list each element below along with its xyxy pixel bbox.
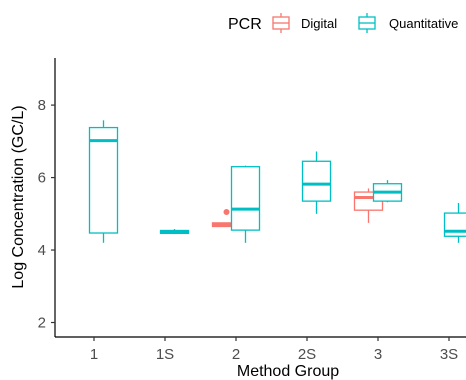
y-tick-label: 8 — [38, 97, 46, 114]
y-tick-label: 4 — [38, 242, 46, 259]
legend-label-digital: Digital — [301, 16, 337, 31]
box-iqr — [230, 166, 261, 231]
box-quantitative-3 — [372, 180, 403, 203]
legend-item-digital: Digital — [272, 13, 337, 33]
x-axis-title: Method Group — [237, 363, 339, 380]
plot-area — [88, 120, 466, 243]
x-axis-ticks: 1 1S 2 2S 3 3S — [90, 337, 458, 363]
legend-label-quantitative: Quantitative — [389, 16, 458, 31]
legend-key-digital — [272, 13, 290, 33]
legend-title: PCR — [228, 16, 262, 33]
y-tick-label: 2 — [38, 315, 46, 332]
y-tick-label: 6 — [38, 170, 46, 187]
box-iqr — [301, 160, 332, 202]
box-quantitative-1s — [159, 229, 190, 235]
y-axis-title: Log Concentration (GC/L) — [10, 105, 27, 288]
x-tick-label: 2 — [232, 346, 240, 363]
x-tick-label: 1S — [156, 346, 174, 363]
legend: PCR Digital Quantitative — [228, 13, 458, 33]
x-tick-label: 3 — [374, 346, 382, 363]
legend-key-quantitative — [358, 13, 376, 33]
box-iqr — [443, 212, 466, 237]
box-iqr — [88, 126, 119, 234]
x-tick-label: 3S — [440, 346, 458, 363]
x-tick-label: 2S — [298, 346, 316, 363]
box-quantitative-1 — [88, 120, 119, 243]
box-quantitative-3s — [443, 202, 466, 243]
legend-item-quantitative: Quantitative — [358, 13, 458, 33]
box-quantitative-2s — [301, 151, 332, 214]
y-axis-ticks: 2 4 6 8 — [38, 97, 55, 332]
outlier-point — [223, 208, 230, 215]
x-tick-label: 1 — [90, 346, 98, 363]
box-quantitative-2 — [230, 165, 261, 243]
